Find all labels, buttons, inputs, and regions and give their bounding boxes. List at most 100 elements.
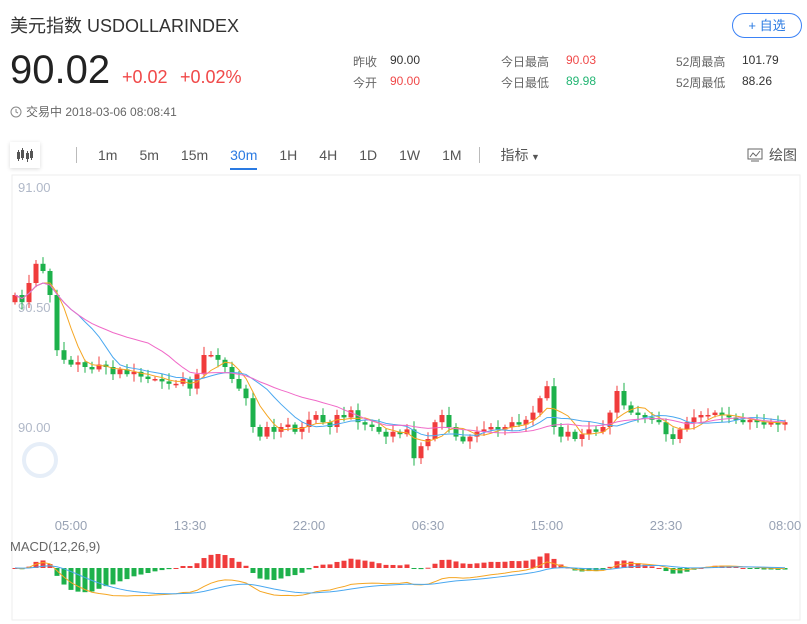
candle-body (558, 427, 564, 437)
macd-histogram-bar (82, 568, 88, 593)
macd-histogram-bar (390, 564, 396, 568)
tab-interval-1W[interactable]: 1W (399, 147, 421, 163)
candle (481, 421, 487, 436)
macd-histogram-bar (453, 561, 459, 568)
macd-histogram-bar (355, 559, 361, 568)
drawing-icon (747, 148, 763, 162)
x-tick-label: 15:00 (531, 518, 564, 533)
candle-body (467, 436, 473, 442)
macd-histogram-bar (68, 568, 74, 590)
y-tick-label: 90.00 (18, 420, 51, 435)
y-tick-label: 90.50 (18, 300, 51, 315)
candle-body (600, 427, 606, 432)
candle-body (138, 371, 144, 377)
candle-body (453, 427, 459, 437)
candle (551, 378, 557, 435)
candle-body (488, 427, 494, 430)
macd-histogram-bar (299, 568, 305, 573)
candle (754, 414, 760, 428)
macd-histogram-bar (334, 561, 340, 568)
indicator-dropdown[interactable]: 指标 ▼ (501, 141, 540, 169)
macd-histogram-bar (271, 568, 277, 581)
candle (537, 395, 543, 417)
chart-toolbar: 1m 5m 15m 30m 1H 4H 1D 1W 1M 指标 ▼ 绘图 (10, 140, 797, 170)
candle-body (460, 436, 466, 442)
candle-body (642, 415, 648, 418)
candle-body (54, 295, 60, 351)
candle (544, 380, 550, 401)
candle-body (572, 431, 578, 439)
candle (439, 409, 445, 430)
tab-interval-1m[interactable]: 1m (98, 147, 118, 163)
candle-body (26, 283, 32, 303)
macd-histogram-bar (740, 567, 746, 569)
macd-histogram-bar (376, 563, 382, 568)
candle (250, 391, 256, 433)
macd-histogram-bar (152, 568, 158, 572)
candle-body (201, 355, 207, 375)
candle-body (439, 415, 445, 423)
stat-label: 今日最低 (501, 76, 550, 90)
candle (285, 417, 291, 432)
candle (159, 373, 165, 389)
tab-interval-15m[interactable]: 15m (180, 147, 209, 163)
candle (61, 342, 67, 364)
candle-body (593, 429, 599, 432)
tab-interval-1H[interactable]: 1H (279, 147, 298, 163)
candle-body (215, 355, 221, 360)
candle-body (145, 376, 151, 379)
candle-body (516, 422, 522, 425)
macd-histogram-bar (467, 563, 473, 568)
candle (257, 424, 263, 441)
tab-interval-5m[interactable]: 5m (139, 147, 159, 163)
candle-body (551, 386, 557, 427)
candle-body (544, 386, 550, 399)
macd-histogram-bar (103, 568, 109, 587)
candle-body (96, 364, 102, 370)
stat-label: 昨收 (353, 55, 378, 69)
macd-histogram-bar (495, 561, 501, 568)
tab-interval-30m[interactable]: 30m (230, 143, 258, 170)
macd-histogram-bar (96, 568, 102, 589)
candle-body (481, 429, 487, 432)
candle-body (698, 415, 704, 418)
candle (467, 434, 473, 449)
candle-body (621, 391, 627, 406)
candle (40, 257, 46, 274)
chart-type-button[interactable] (10, 142, 40, 168)
candle (593, 425, 599, 436)
candle-body (320, 415, 326, 423)
candle (75, 355, 81, 373)
macd-histogram-bar (439, 559, 445, 568)
draw-button[interactable]: 绘图 (747, 145, 797, 165)
macd-histogram-bar (117, 568, 123, 582)
candle-body (271, 427, 277, 432)
macd-histogram-bar (33, 561, 39, 568)
macd-histogram-bar (628, 561, 634, 568)
macd-histogram-bar (250, 568, 256, 573)
candle-body (754, 419, 760, 423)
stat-value: 90.00 (390, 74, 421, 88)
price-change: +0.02 (122, 67, 168, 87)
macd-histogram-bar (383, 564, 389, 568)
candle (691, 409, 697, 430)
macd-histogram-bar (138, 568, 144, 575)
candle-body (152, 379, 158, 381)
candle (446, 406, 452, 433)
candle (670, 427, 676, 445)
candle (628, 401, 634, 415)
candle-body (117, 369, 123, 375)
candle-body (586, 429, 592, 435)
candle-body (334, 415, 340, 427)
add-watchlist-button[interactable]: + 自选 (732, 13, 802, 38)
candle (677, 427, 683, 444)
macd-histogram-bar (670, 568, 676, 574)
tab-interval-1D[interactable]: 1D (359, 147, 378, 163)
tab-interval-1M[interactable]: 1M (442, 147, 462, 163)
macd-histogram-bar (278, 568, 284, 579)
candle-body (348, 410, 354, 418)
candle (621, 382, 627, 410)
tab-interval-4H[interactable]: 4H (319, 147, 338, 163)
candle-body (523, 419, 529, 425)
